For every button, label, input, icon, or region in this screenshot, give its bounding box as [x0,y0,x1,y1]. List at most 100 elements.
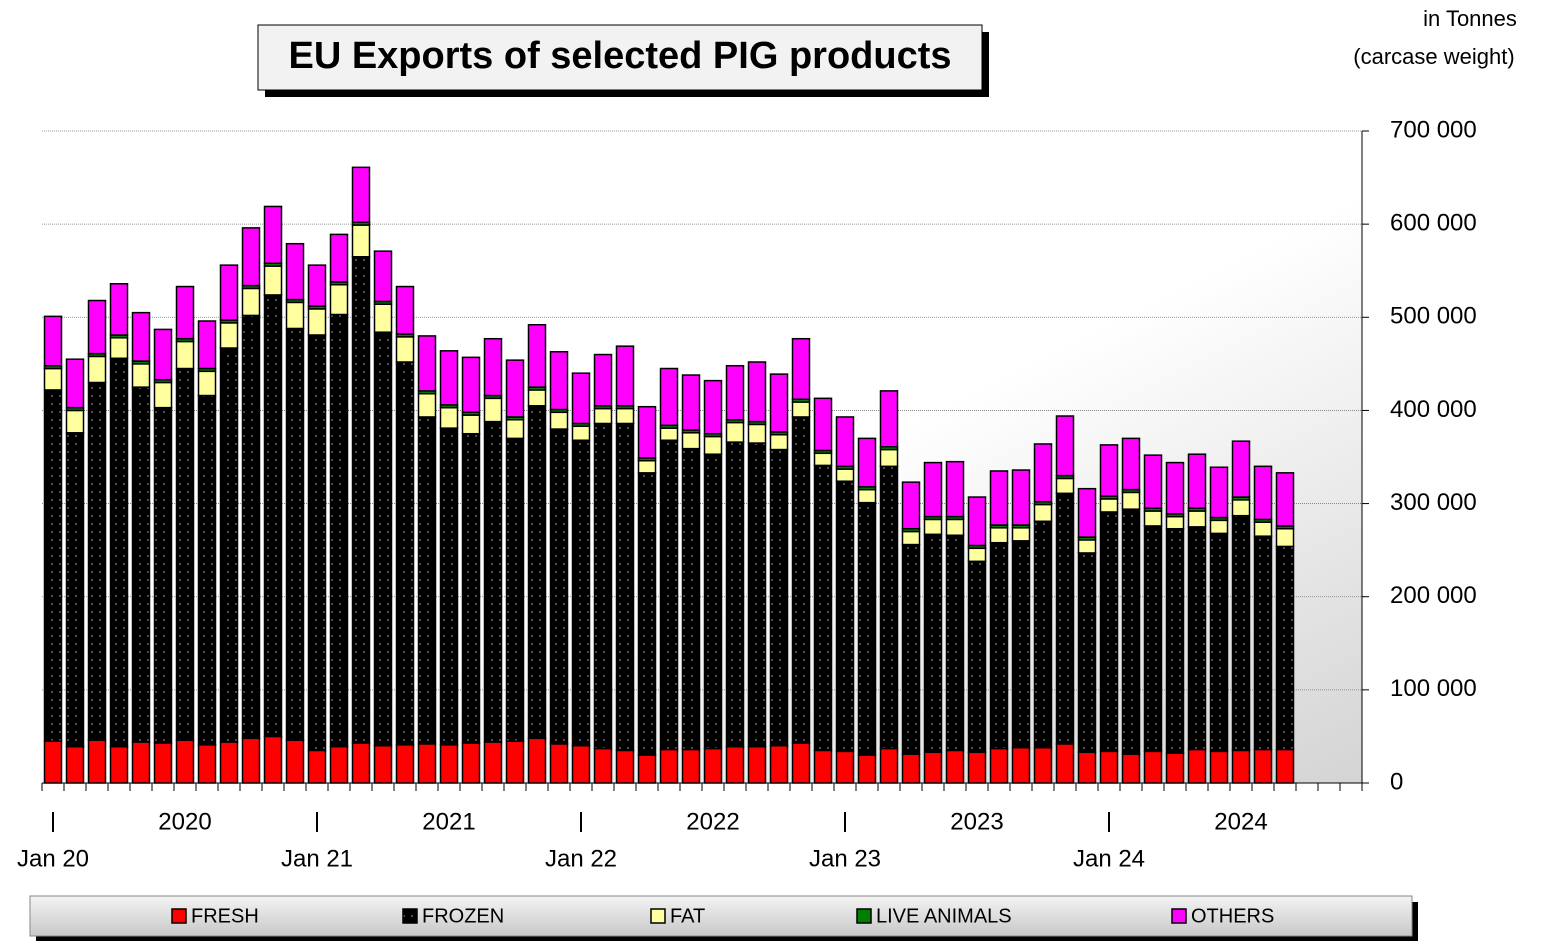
bar-segment [175,285,195,340]
y-tick-label: 700 000 [1390,116,1477,143]
bar-segment [791,416,811,744]
title-box [257,24,983,91]
bar-segment [835,480,855,753]
bar-segment [725,745,745,784]
bar-segment [307,264,327,307]
bar-segment [769,373,789,433]
y-tick-label: 100 000 [1390,675,1477,702]
bar-segment [901,753,921,784]
bar-segment [681,447,701,751]
bar-segment [1165,515,1185,530]
bar-segment [923,533,943,754]
bar-segment [615,345,635,407]
x-tick-label: Jan 22 [545,845,617,872]
bar-segment [945,460,965,518]
bar-segment [87,299,107,355]
bar-segment [901,481,921,530]
bar-segment [923,518,943,536]
bar-segment [945,749,965,784]
bar-segment [967,751,987,784]
bar-segment [857,488,877,504]
bar-segment [835,468,855,482]
bar-segment [1033,520,1053,749]
bar-segment [461,414,481,435]
bar-segment [87,739,107,784]
y-tick-label: 400 000 [1390,396,1477,423]
bar-segment [1143,510,1163,527]
bar-segment [197,394,217,746]
bar-segment [1121,491,1141,510]
bar-segment [43,367,63,391]
bar-segment [373,744,393,784]
bar-segment [1033,503,1053,523]
bar-segment [285,301,305,330]
bar-segment [747,423,767,444]
bar-segment [1121,508,1141,755]
y-tick-label: 300 000 [1390,489,1477,516]
bar-segment [989,747,1009,784]
bar-segment [879,448,899,468]
bar-segment [593,747,613,784]
legend-label: OTHERS [1191,905,1274,927]
bar-segment [1077,487,1097,538]
bar-segment [1099,498,1119,513]
bar-segment [131,386,151,743]
bar-segment [131,741,151,784]
bar-segment [417,392,437,418]
bar-segment [1231,499,1251,517]
bar-segment [681,432,701,450]
bar-segment [1011,540,1031,749]
bar-segment [417,335,437,392]
bar-segment [1253,521,1273,537]
bar-segment [417,743,437,784]
bar-segment [615,407,635,425]
bar-segment [483,741,503,784]
bar-segment [263,735,283,784]
y-tick-label: 500 000 [1390,303,1477,330]
legend-swatch [171,908,187,924]
bar-segment [307,308,327,336]
bar-segment [571,372,591,425]
bar-segment [593,353,613,407]
bar-segment [769,433,789,451]
bar-segment [1099,511,1119,753]
bar-segment [263,294,283,738]
bar-segment [241,287,261,317]
bar-segment [681,374,701,431]
bar-segment [901,543,921,755]
legend-swatch [856,908,872,924]
bar-segment [351,224,371,258]
bar-segment [1033,443,1053,503]
bar-segment [835,416,855,468]
bar-segment [923,461,943,518]
bar-segment [351,742,371,784]
bar-segment [1143,750,1163,784]
bar-segment [989,541,1009,750]
bar-segment [109,283,129,336]
bar-segment [1187,510,1207,528]
bar-segment [791,742,811,784]
bar-segment [725,364,745,421]
bar-segment [1077,552,1097,754]
bar-segment [747,361,767,423]
bar-segment [703,453,723,750]
bar-segment [549,743,569,784]
bar-segment [1231,514,1251,752]
bar-segment [1165,752,1185,784]
bar-segment [329,233,349,283]
bar-segment [65,358,85,409]
bar-segment [879,465,899,750]
bar-segment [857,437,877,488]
bar-segment [483,420,503,743]
bar-segment [747,745,767,784]
bar-segment [461,432,481,744]
bar-segment [967,560,987,754]
unit-note: in Tonnes [1423,6,1517,31]
bar-segment [703,379,723,435]
bar-segment [659,748,679,784]
bar-segment [945,518,965,536]
bar-segment [615,422,635,752]
bar-segment [1209,466,1229,519]
